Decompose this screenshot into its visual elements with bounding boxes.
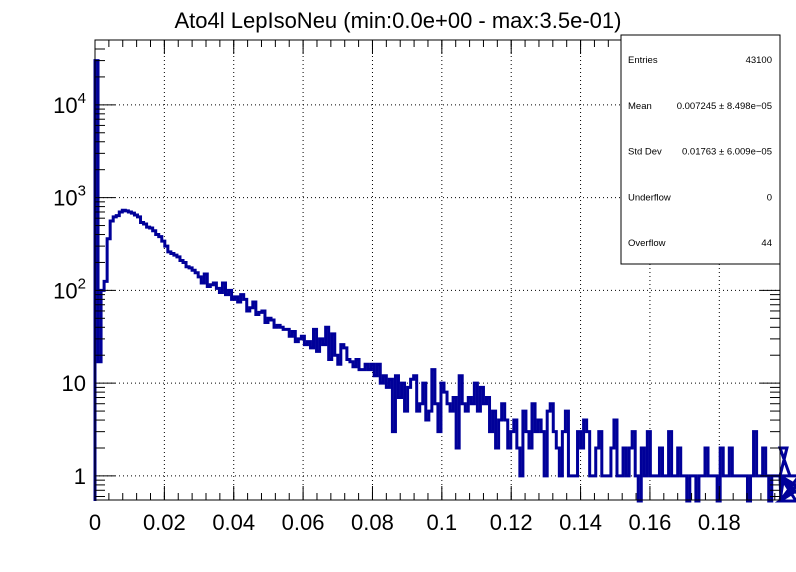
x-tick-label: 0.14 <box>559 510 602 535</box>
x-tick-label: 0.12 <box>490 510 533 535</box>
x-tick-label: 0.1 <box>427 510 458 535</box>
y-tick-base: 10 <box>53 186 77 211</box>
y-tick-label: 104 <box>53 90 86 118</box>
histogram-step-line <box>93 59 796 503</box>
stats-label: Std Dev <box>628 147 662 158</box>
y-tick-label: 102 <box>53 275 86 303</box>
x-tick-label: 0.04 <box>212 510 255 535</box>
stats-box-frame <box>620 34 781 265</box>
stats-label: Entries <box>628 55 658 66</box>
y-tick-base: 10 <box>53 278 77 303</box>
plot-frame <box>94 39 781 501</box>
y-tick-base: 10 <box>62 371 86 396</box>
stats-value: 0.007245 ± 8.498e−05 <box>677 101 772 112</box>
y-tick-exponent: 4 <box>78 90 86 107</box>
stats-value: 0.01763 ± 6.009e−05 <box>682 147 772 158</box>
stats-label: Mean <box>628 101 652 112</box>
y-tick-base: 1 <box>74 464 86 489</box>
x-tick-label: 0.06 <box>282 510 325 535</box>
y-tick-label: 103 <box>53 183 86 211</box>
x-tick-label: 0.16 <box>629 510 672 535</box>
stats-value: 44 <box>761 238 772 249</box>
chart-title: Ato4l LepIsoNeu (min:0.0e+00 - max:3.5e-… <box>175 8 622 33</box>
y-tick-base: 10 <box>53 93 77 118</box>
x-tick-label: 0 <box>89 510 101 535</box>
stats-label: Underflow <box>628 192 671 203</box>
x-tick-label: 0.18 <box>698 510 741 535</box>
y-tick-exponent: 2 <box>78 275 86 292</box>
stats-value: 43100 <box>746 55 772 66</box>
x-tick-label: 0.02 <box>143 510 186 535</box>
stats-value: 0 <box>767 192 772 203</box>
histogram-line <box>93 59 796 503</box>
stats-box: Entries 43100 Mean 0.007245 ± 8.498e−05 Std … <box>620 34 781 265</box>
x-tick-label: 0.08 <box>351 510 394 535</box>
y-tick-label: 1 <box>74 464 86 489</box>
y-tick-exponent: 3 <box>78 183 86 200</box>
y-tick-label: 10 <box>62 371 86 396</box>
stats-label: Overflow <box>628 238 666 249</box>
